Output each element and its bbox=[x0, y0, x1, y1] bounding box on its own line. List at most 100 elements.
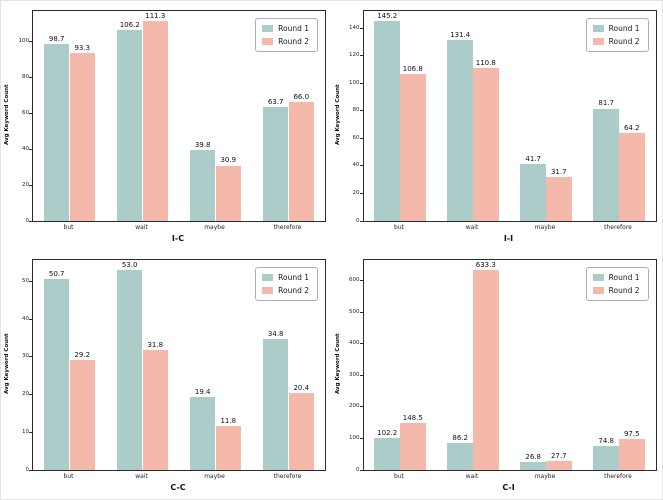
bar-value-label: 39.8 bbox=[194, 140, 211, 149]
y-tick-label: 0 bbox=[25, 217, 30, 224]
bar-round1-wait bbox=[116, 270, 143, 470]
legend-label: Round 1 bbox=[608, 24, 640, 33]
x-tick-label: wait bbox=[135, 224, 148, 231]
bar-round1-therefore bbox=[262, 106, 289, 221]
legend-label: Round 2 bbox=[278, 286, 309, 295]
y-tick-label: 40 bbox=[352, 162, 360, 169]
bar-value-label: 102.2 bbox=[377, 428, 398, 437]
legend-item-round2: Round 2 bbox=[592, 286, 640, 295]
y-tick-mark bbox=[359, 374, 364, 376]
bar-round1-wait bbox=[447, 40, 473, 221]
legend-item-round1: Round 1 bbox=[262, 24, 309, 33]
round2-swatch-icon bbox=[592, 287, 604, 294]
legend-label: Round 1 bbox=[608, 273, 640, 282]
bar-value-label: 86.2 bbox=[452, 433, 469, 442]
y-tick-mark bbox=[359, 192, 364, 194]
x-tick-label: maybe bbox=[204, 224, 225, 231]
y-tick-label: 200 bbox=[349, 403, 360, 410]
bar-round1-maybe bbox=[520, 163, 546, 221]
x-tick-label: but bbox=[63, 224, 74, 231]
bar-round2-maybe bbox=[546, 461, 572, 470]
legend-label: Round 1 bbox=[278, 273, 309, 282]
bar-value-label: 30.9 bbox=[220, 156, 237, 165]
y-tick-label: 20 bbox=[22, 181, 29, 188]
legend: Round 1 Round 2 bbox=[255, 267, 318, 301]
legend-label: Round 1 bbox=[278, 24, 309, 33]
y-tick-label: 20 bbox=[22, 391, 29, 398]
x-tick-label: therefore bbox=[273, 224, 302, 231]
y-tick-mark bbox=[359, 165, 364, 167]
y-axis-title: Avg Keyword Count bbox=[4, 333, 10, 395]
bar-value-label: 64.2 bbox=[623, 123, 640, 132]
y-tick-mark bbox=[359, 343, 364, 345]
y-tick-mark bbox=[29, 184, 33, 186]
bar-value-label: 29.2 bbox=[74, 350, 91, 359]
y-tick-label: 140 bbox=[349, 24, 360, 31]
bar-value-label: 34.8 bbox=[267, 329, 284, 338]
legend-item-round1: Round 1 bbox=[592, 24, 640, 33]
y-tick-label: 60 bbox=[22, 109, 29, 116]
x-tick-label: but bbox=[394, 473, 404, 480]
y-tick-mark bbox=[359, 82, 364, 84]
y-tick-mark bbox=[359, 311, 364, 313]
y-tick-mark bbox=[29, 318, 33, 320]
subplot-i-i: Avg Keyword Count Round 1 Round 2 0 20 40 6… bbox=[332, 1, 663, 250]
bar-value-label: 20.4 bbox=[293, 384, 310, 393]
legend-label: Round 2 bbox=[608, 286, 640, 295]
bar-round2-wait bbox=[142, 21, 169, 221]
bar-round1-maybe bbox=[189, 149, 216, 221]
y-tick-label: 80 bbox=[22, 73, 29, 80]
y-tick-label: 0 bbox=[356, 466, 360, 473]
bar-value-label: 26.8 bbox=[525, 452, 542, 461]
subplot-c-i: Avg Keyword Count Round 1 Round 2 0 100 20… bbox=[332, 250, 663, 499]
bar-round2-but bbox=[400, 423, 426, 470]
bar-value-label: 66.0 bbox=[293, 93, 310, 102]
bar-value-label: 148.5 bbox=[402, 414, 423, 423]
y-tick-label: 0 bbox=[356, 217, 360, 224]
round1-swatch-icon bbox=[592, 274, 604, 281]
x-tick-label: wait bbox=[135, 473, 148, 480]
y-tick-label: 60 bbox=[352, 134, 360, 141]
bar-round2-maybe bbox=[215, 165, 242, 221]
round1-swatch-icon bbox=[262, 274, 274, 281]
bar-round1-maybe bbox=[189, 396, 216, 470]
bar-round2-maybe bbox=[215, 425, 242, 470]
bar-round2-maybe bbox=[546, 177, 572, 221]
round2-swatch-icon bbox=[592, 38, 604, 45]
y-tick-label: 40 bbox=[22, 145, 29, 152]
bar-value-label: 633.3 bbox=[475, 261, 496, 269]
y-tick-label: 80 bbox=[352, 107, 360, 114]
bar-value-label: 74.8 bbox=[598, 437, 615, 446]
y-tick-label: 0 bbox=[25, 466, 30, 473]
y-tick-label: 300 bbox=[349, 371, 360, 378]
x-tick-label: wait bbox=[465, 224, 479, 231]
plot-area-i-c: Round 1 Round 2 0 20 40 60 80 100 98.7 93.3 106.… bbox=[19, 10, 326, 224]
bar-value-label: 31.7 bbox=[550, 168, 567, 177]
bar-round1-but bbox=[374, 21, 400, 221]
subplot-i-c: Avg Keyword Count Round 1 Round 2 0 20 40 6… bbox=[1, 1, 332, 250]
y-tick-mark bbox=[359, 110, 364, 112]
legend-label: Round 2 bbox=[278, 37, 309, 46]
bar-round2-wait bbox=[142, 350, 169, 470]
bar-value-label: 81.7 bbox=[598, 99, 615, 108]
bar-round1-therefore bbox=[593, 446, 619, 470]
bar-round2-but bbox=[400, 73, 426, 221]
x-tick-label: therefore bbox=[273, 473, 302, 480]
x-tick-label: but bbox=[394, 224, 404, 231]
bar-value-label: 131.4 bbox=[450, 31, 471, 40]
bar-value-label: 31.8 bbox=[147, 341, 164, 350]
y-tick-label: 500 bbox=[349, 308, 360, 315]
y-tick-mark bbox=[359, 220, 364, 222]
x-tick-label: maybe bbox=[534, 224, 556, 231]
bar-value-label: 19.4 bbox=[194, 387, 211, 396]
y-tick-label: 100 bbox=[18, 37, 30, 44]
plot-area-i-i: Round 1 Round 2 0 20 40 60 80 100 120 140 145.2 1… bbox=[349, 10, 657, 224]
y-tick-label: 20 bbox=[352, 189, 360, 196]
bar-value-label: 145.2 bbox=[377, 12, 398, 21]
round2-swatch-icon bbox=[262, 287, 274, 294]
legend: Round 1 Round 2 bbox=[585, 267, 649, 301]
y-tick-mark bbox=[29, 220, 33, 222]
y-tick-mark bbox=[29, 40, 33, 42]
